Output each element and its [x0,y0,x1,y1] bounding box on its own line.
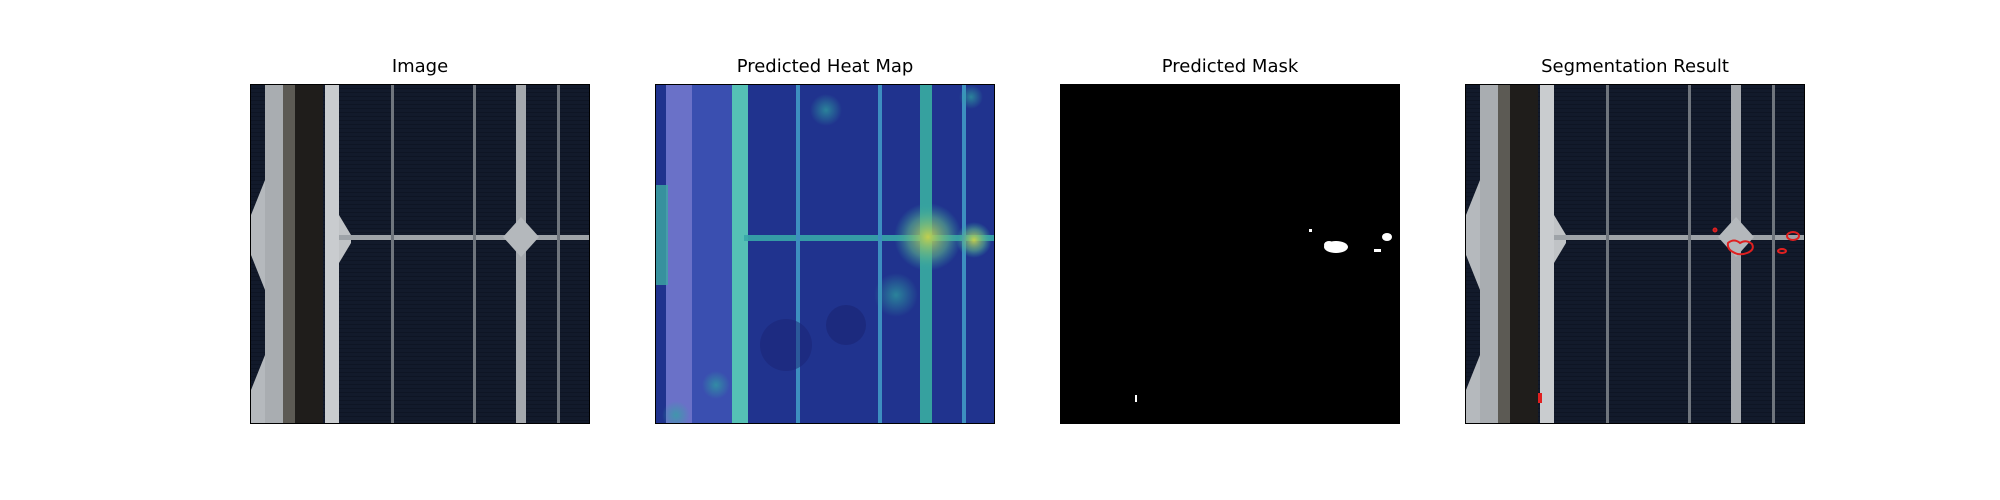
solar-cell-image [250,84,590,424]
panel-title-image: Image [391,56,449,77]
segmentation-image [1465,84,1805,424]
heatmap-image [655,84,995,424]
mask-blob [1135,395,1137,402]
panel-mask: Predicted Mask [1060,0,1400,500]
defect-contour [1712,227,1718,233]
defect-contour [1777,248,1787,254]
contour-overlay [1466,85,1804,423]
panel-title-heatmap: Predicted Heat Map [736,56,914,77]
defect-contour [1538,393,1542,403]
mask-blob [1324,241,1334,249]
panel-image: Image [250,0,590,500]
solar-cell-photo [251,85,589,423]
mask-blob [1374,249,1381,252]
mask-image [1060,84,1400,424]
panel-title-mask: Predicted Mask [1161,56,1299,77]
mask-blob [1309,229,1312,232]
defect-contour [1726,239,1754,256]
panel-title-segmentation: Segmentation Result [1541,56,1729,77]
mask-blob [1382,233,1392,241]
heatmap-overlay [656,85,994,423]
defect-contour [1786,231,1800,241]
panel-heatmap: Predicted Heat Map [655,0,995,500]
panel-segmentation: Segmentation Result [1465,0,1805,500]
binary-mask [1061,85,1399,423]
